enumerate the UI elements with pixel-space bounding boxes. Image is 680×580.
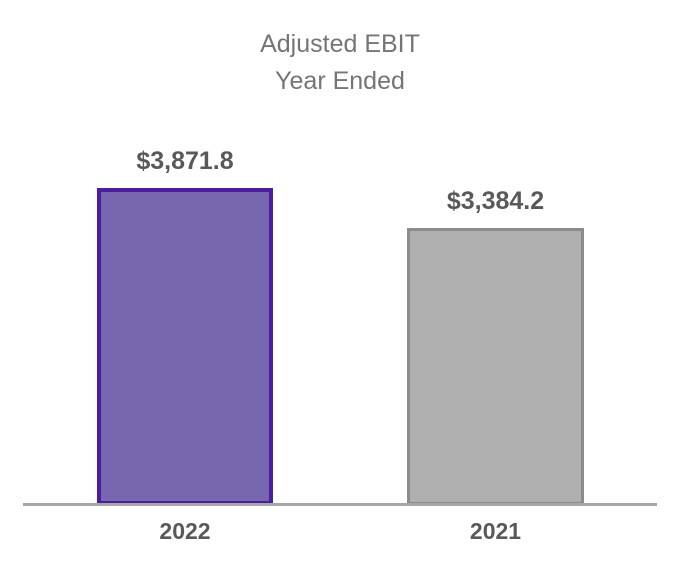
chart-title: Adjusted EBIT Year Ended bbox=[0, 26, 680, 100]
value-label-2021: $3,384.2 bbox=[446, 187, 545, 215]
x-axis-label-2021: 2021 bbox=[469, 518, 522, 544]
chart-title-line-2: Year Ended bbox=[275, 67, 405, 95]
bar-2021 bbox=[407, 228, 584, 505]
chart-title-line-1: Adjusted EBIT bbox=[260, 30, 420, 58]
x-axis-label-2022: 2022 bbox=[159, 518, 211, 544]
value-label-2022: $3,871.8 bbox=[136, 147, 234, 175]
bar-group-2022: $3,871.8 bbox=[97, 147, 273, 505]
x-axis-line bbox=[23, 503, 657, 506]
bar-2022 bbox=[97, 188, 273, 505]
bar-group-2021: $3,384.2 bbox=[407, 187, 584, 505]
